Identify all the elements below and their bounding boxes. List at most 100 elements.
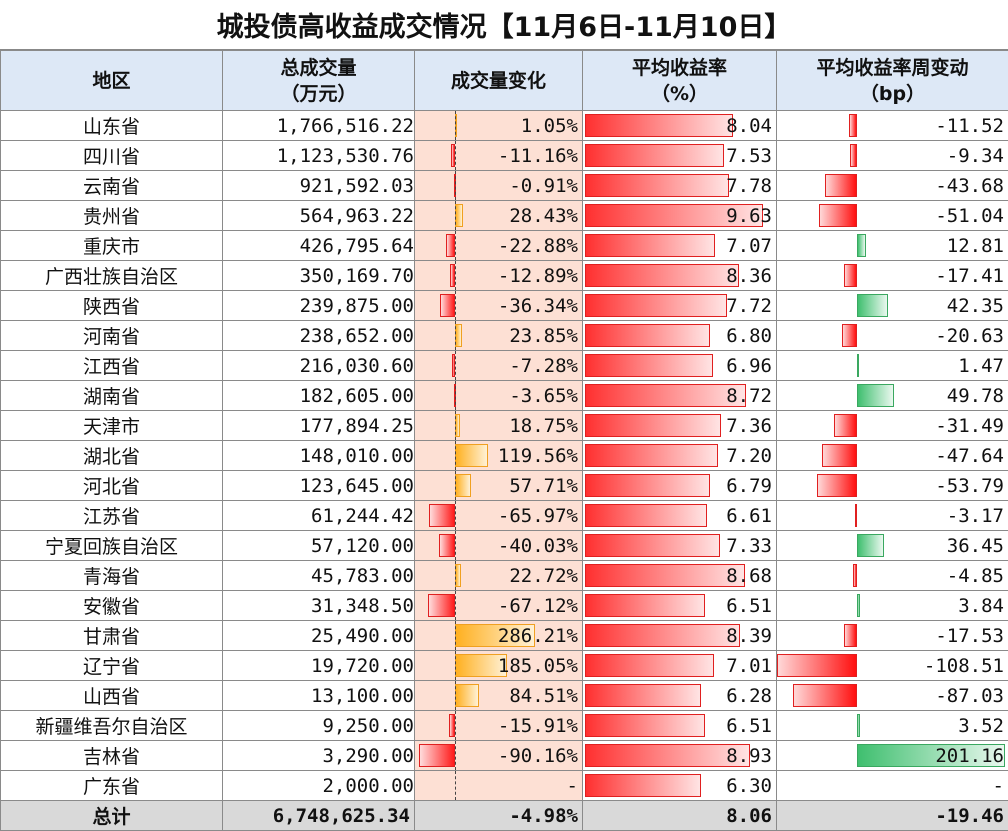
header-row: 地区 总成交量 （万元） 成交量变化 平均收益率 （%） 平均收益率周变动 （b… (1, 51, 1008, 111)
yield-bar (585, 444, 718, 467)
yield-bar (585, 624, 740, 647)
region-cell: 湖南省 (1, 381, 223, 411)
bp-cell: -53.79 (777, 471, 1008, 501)
bp-cell: -3.17 (777, 501, 1008, 531)
region-cell: 安徽省 (1, 591, 223, 621)
change-value: -7.28% (509, 351, 578, 380)
bp-value: - (993, 771, 1004, 800)
yield-value: 7.78 (726, 171, 772, 200)
region-cell: 宁夏回族自治区 (1, 531, 223, 561)
change-cell: - (415, 771, 583, 801)
region-cell: 云南省 (1, 171, 223, 201)
change-axis (455, 141, 456, 170)
header-change: 成交量变化 (415, 51, 583, 111)
region-cell: 贵州省 (1, 201, 223, 231)
bp-cell: 12.81 (777, 231, 1008, 261)
change-axis (455, 441, 456, 470)
change-cell: -11.16% (415, 141, 583, 171)
bp-cell: -87.03 (777, 681, 1008, 711)
bp-value: 36.45 (947, 531, 1004, 560)
yield-value: 8.36 (726, 261, 772, 290)
yield-bar (585, 504, 707, 527)
change-axis (455, 711, 456, 740)
bp-cell: -17.41 (777, 261, 1008, 291)
bp-bar (819, 204, 857, 227)
change-cell: -36.34% (415, 291, 583, 321)
change-axis (455, 741, 456, 770)
bp-bar (857, 294, 888, 317)
yield-bar (585, 414, 721, 437)
yield-bar (585, 564, 745, 587)
yield-value: 9.63 (726, 201, 772, 230)
yield-bar (585, 234, 715, 257)
change-cell: 22.72% (415, 561, 583, 591)
bp-cell: 42.35 (777, 291, 1008, 321)
yield-bar (585, 384, 746, 407)
yield-value: 7.20 (726, 441, 772, 470)
change-bar (439, 534, 455, 557)
region-cell: 新疆维吾尔自治区 (1, 711, 223, 741)
bp-value: 49.78 (947, 381, 1004, 410)
bp-value: -31.49 (935, 411, 1004, 440)
bp-cell: - (777, 771, 1008, 801)
yield-value: 7.72 (726, 291, 772, 320)
change-axis (455, 561, 456, 590)
change-cell: -7.28% (415, 351, 583, 381)
change-axis (455, 381, 456, 410)
bp-cell: -20.63 (777, 321, 1008, 351)
yield-cell: 6.79 (583, 471, 777, 501)
change-cell: 119.56% (415, 441, 583, 471)
change-value: -22.88% (498, 231, 578, 260)
bp-bar (857, 594, 860, 617)
region-cell: 山西省 (1, 681, 223, 711)
change-cell: -67.12% (415, 591, 583, 621)
yield-cell: 7.07 (583, 231, 777, 261)
change-cell: -22.88% (415, 231, 583, 261)
yield-bar (585, 654, 714, 677)
region-cell: 江苏省 (1, 501, 223, 531)
change-cell: -15.91% (415, 711, 583, 741)
change-bar (455, 204, 463, 227)
bp-cell: 36.45 (777, 531, 1008, 561)
yield-cell: 7.72 (583, 291, 777, 321)
yield-bar (585, 294, 727, 317)
change-value: -40.03% (498, 531, 578, 560)
yield-cell: 6.80 (583, 321, 777, 351)
volume-cell: 57,120.00 (223, 531, 415, 561)
change-cell: -3.65% (415, 381, 583, 411)
yield-value: 8.04 (726, 111, 772, 140)
region-cell: 陕西省 (1, 291, 223, 321)
bp-cell: 3.52 (777, 711, 1008, 741)
region-cell: 广西壮族自治区 (1, 261, 223, 291)
bp-value: 1.47 (958, 351, 1004, 380)
change-bar (440, 294, 455, 317)
change-cell: -65.97% (415, 501, 583, 531)
bp-value: -4.85 (947, 561, 1004, 590)
yield-cell: 6.28 (583, 681, 777, 711)
bp-cell: 1.47 (777, 351, 1008, 381)
yield-cell: 7.53 (583, 141, 777, 171)
bp-value: -51.04 (935, 201, 1004, 230)
bp-bar (842, 324, 857, 347)
yield-value: 8.39 (726, 621, 772, 650)
change-cell: 84.51% (415, 681, 583, 711)
bp-value: -17.41 (935, 261, 1004, 290)
change-cell: 286.21% (415, 621, 583, 651)
bp-cell: -47.64 (777, 441, 1008, 471)
yield-cell: 6.96 (583, 351, 777, 381)
bp-value: -47.64 (935, 441, 1004, 470)
yield-value: 7.33 (726, 531, 772, 560)
region-cell: 重庆市 (1, 231, 223, 261)
change-value: 286.21% (498, 621, 578, 650)
yield-value: 6.96 (726, 351, 772, 380)
yield-value: 6.51 (726, 711, 772, 740)
change-axis (455, 651, 456, 680)
region-cell: 天津市 (1, 411, 223, 441)
change-cell: 23.85% (415, 321, 583, 351)
